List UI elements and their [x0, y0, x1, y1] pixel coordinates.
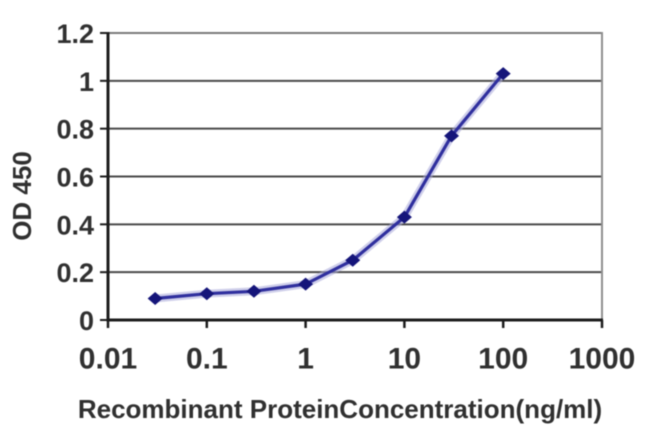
- y-tick-label: 0.4: [56, 210, 94, 240]
- y-tick-label: 0.8: [56, 115, 94, 145]
- y-tick-label: 0.6: [56, 163, 94, 193]
- x-tick-label: 1: [297, 343, 314, 376]
- x-tick-label: 0.01: [79, 343, 137, 376]
- data-point-marker: [246, 284, 262, 298]
- x-tick-label: 10: [388, 343, 421, 376]
- data-point-marker: [147, 291, 163, 305]
- x-tick-label: 1000: [569, 343, 636, 376]
- plot-area: 0 0.2 0.4 0.6 0.8 1 1.2 0.01 0.1 1 10 100 1000: [56, 19, 635, 376]
- x-axis-title: Recombinant ProteinConcentration(ng/ml): [78, 394, 602, 424]
- y-axis-title: OD 450: [7, 151, 37, 241]
- data-line-halo: [151, 69, 508, 303]
- data-point-marker: [345, 253, 361, 267]
- y-tick-label: 1: [79, 67, 94, 97]
- data-point-marker: [199, 287, 215, 301]
- y-tick-label: 0.2: [56, 258, 94, 288]
- data-point-marker: [495, 67, 511, 81]
- x-tick-label: 0.1: [186, 343, 228, 376]
- x-tick-label: 100: [478, 343, 528, 376]
- data-line: [154, 72, 505, 301]
- y-tick-label: 1.2: [56, 19, 94, 49]
- data-point-marker: [444, 129, 460, 143]
- data-point-marker: [396, 210, 412, 224]
- y-tick-label: 0: [79, 306, 94, 336]
- data-point-marker: [298, 277, 314, 291]
